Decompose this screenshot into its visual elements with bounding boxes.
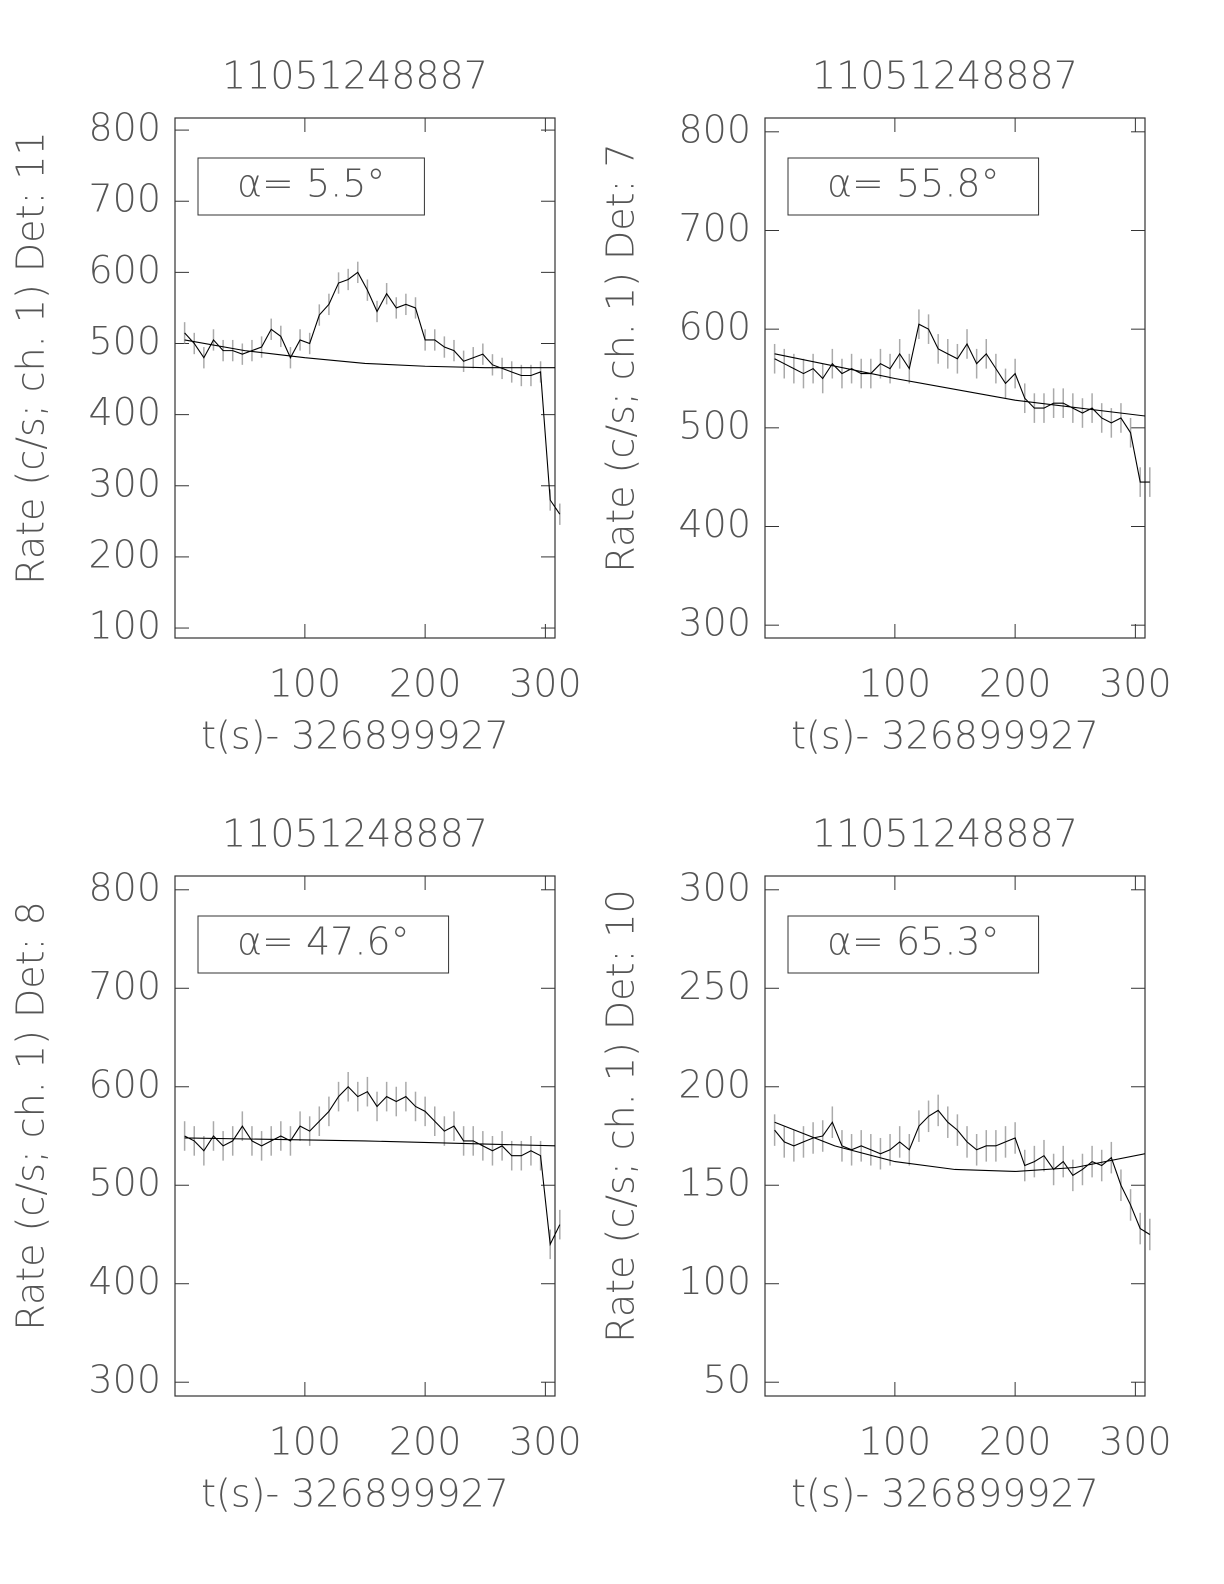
x-tick-label: 100	[269, 1420, 342, 1464]
x-tick-label: 200	[389, 1420, 462, 1464]
plot-frame	[174, 875, 556, 1397]
annotation: α= 55.8°	[827, 162, 1000, 206]
y-tick-label: 400	[88, 1259, 161, 1303]
y-tick-label: 300	[88, 461, 161, 505]
y-tick-label: 250	[678, 964, 751, 1008]
panel: 11051248887 t(s)- 326899927 Rate (c/s; ch.…	[9, 54, 582, 758]
x-tick-label: 200	[979, 1420, 1052, 1464]
fit-line	[774, 1121, 1146, 1173]
y-tick-label: 300	[678, 865, 751, 909]
y-tick-label: 600	[88, 1062, 161, 1106]
panel: 11051248887 t(s)- 326899927 Rate (c/s; ch.…	[599, 812, 1172, 1516]
annotation: α= 47.6°	[237, 920, 410, 964]
y-tick-label: 800	[88, 106, 161, 150]
x-tick-label: 100	[269, 662, 342, 706]
y-axis-label: Rate (c/s; ch. 1) Det: 7	[599, 143, 643, 572]
annotation-box	[787, 915, 1040, 974]
x-tick-label: 300	[509, 1420, 582, 1464]
x-axis-label: t(s)- 326899927	[201, 1472, 509, 1516]
y-tick-label: 200	[678, 1062, 751, 1106]
panel-title: 11051248887	[222, 812, 488, 856]
fit-line	[184, 339, 555, 369]
annotation: α= 65.3°	[827, 920, 1000, 964]
annotation: α= 5.5°	[237, 162, 385, 206]
x-tick-label: 300	[509, 662, 582, 706]
y-tick-label: 50	[703, 1358, 751, 1402]
y-tick-label: 600	[678, 305, 751, 349]
y-tick-label: 600	[88, 248, 161, 292]
y-tick-label: 100	[678, 1259, 751, 1303]
fit-line	[774, 353, 1146, 417]
annotation-box	[197, 915, 450, 974]
y-tick-label: 700	[678, 206, 751, 250]
plot-frame	[174, 117, 556, 639]
x-axis-label: t(s)- 326899927	[201, 714, 509, 758]
panel-title: 11051248887	[812, 54, 1078, 98]
y-tick-label: 500	[88, 1161, 161, 1205]
panel-title: 11051248887	[812, 812, 1078, 856]
y-tick-label: 150	[678, 1161, 751, 1205]
panel: 11051248887 t(s)- 326899927 Rate (c/s; ch.…	[9, 812, 582, 1516]
x-tick-label: 300	[1099, 1420, 1172, 1464]
y-tick-label: 300	[88, 1358, 161, 1402]
y-axis-label: Rate (c/s; ch. 1) Det: 11	[9, 131, 53, 584]
y-tick-label: 300	[678, 601, 751, 645]
x-tick-label: 200	[979, 662, 1052, 706]
data-line	[184, 271, 561, 515]
y-axis-label: Rate (c/s; ch. 1) Det: 10	[599, 889, 643, 1342]
panel-title: 11051248887	[222, 54, 488, 98]
data-line	[184, 1085, 561, 1247]
y-tick-label: 500	[678, 403, 751, 447]
fit-line	[184, 1137, 556, 1147]
panel: 11051248887 t(s)- 326899927 Rate (c/s; ch.…	[599, 54, 1172, 758]
x-tick-label: 100	[859, 662, 932, 706]
y-tick-label: 100	[88, 604, 161, 648]
data-line	[774, 1109, 1151, 1235]
x-tick-label: 100	[859, 1420, 932, 1464]
plot-frame	[764, 117, 1146, 639]
data-line	[774, 323, 1150, 483]
x-axis-label: t(s)- 326899927	[791, 1472, 1099, 1516]
y-tick-label: 400	[88, 390, 161, 434]
annotation-box	[787, 157, 1040, 216]
y-tick-label: 800	[678, 107, 751, 151]
x-tick-label: 200	[389, 662, 462, 706]
y-tick-label: 800	[88, 865, 161, 909]
x-axis-label: t(s)- 326899927	[791, 714, 1099, 758]
x-tick-label: 300	[1099, 662, 1172, 706]
y-tick-label: 200	[88, 532, 161, 576]
y-tick-label: 400	[678, 502, 751, 546]
y-axis-label: Rate (c/s; ch. 1) Det: 8	[9, 901, 53, 1330]
y-tick-label: 700	[88, 964, 161, 1008]
annotation-box	[197, 157, 425, 216]
plot-frame	[764, 875, 1146, 1397]
y-tick-label: 700	[88, 177, 161, 221]
y-tick-label: 500	[88, 319, 161, 363]
